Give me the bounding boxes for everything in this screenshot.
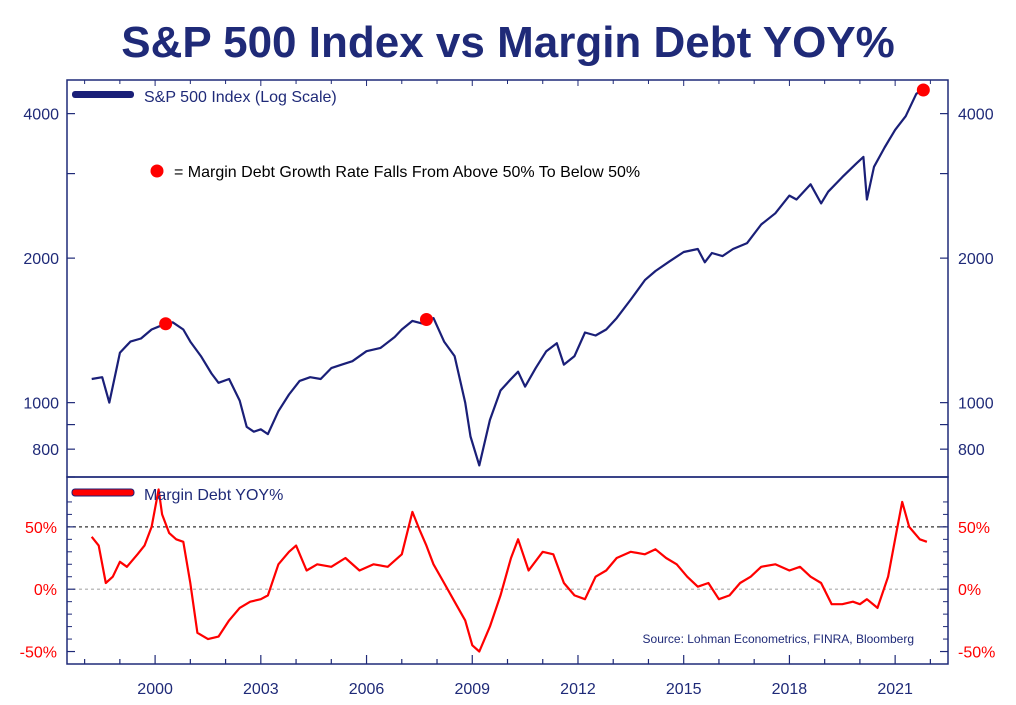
markers xyxy=(159,83,930,331)
margin-y-tick-label-left: -50% xyxy=(20,645,57,662)
margin-y-tick-label-left: 0% xyxy=(34,582,57,599)
margin-y-tick-label-left: 50% xyxy=(25,520,57,537)
margin-y-tick-label-right: 0% xyxy=(958,582,981,599)
margin-legend-swatch xyxy=(71,488,135,497)
sp500-panel-frame xyxy=(66,79,949,478)
sp500-y-tick-label-left: 1000 xyxy=(23,396,59,413)
margin-y-tick-label-right: -50% xyxy=(958,645,995,662)
signal-dot xyxy=(419,313,433,327)
legends: S&P 500 Index (Log Scale) Margin Debt YOY… xyxy=(71,89,914,646)
axis-ticks xyxy=(67,80,948,664)
x-tick-label: 2006 xyxy=(349,681,385,698)
x-tick-label: 2003 xyxy=(243,681,279,698)
series-lines xyxy=(90,85,928,653)
sp500-y-tick-label-right: 2000 xyxy=(958,251,994,268)
axis-labels: 800 800 1000 1000 2000 2000 4000 4000 -50% -50% 0%… xyxy=(20,107,996,698)
chart-title: S&P 500 Index vs Margin Debt YOY% xyxy=(121,18,895,67)
signal-dot-legend-marker xyxy=(150,164,164,178)
sp500-y-tick-label-left: 4000 xyxy=(23,107,59,124)
sp500-y-tick-label-right: 800 xyxy=(958,442,985,459)
sp500-series-line xyxy=(91,85,928,467)
x-tick-label: 2021 xyxy=(877,681,913,698)
x-tick-label: 2009 xyxy=(454,681,490,698)
reference-lines xyxy=(67,526,948,590)
sp500-y-tick-label-left: 2000 xyxy=(23,251,59,268)
signal-dot xyxy=(916,83,930,97)
x-tick-label: 2018 xyxy=(772,681,808,698)
x-tick-label: 2012 xyxy=(560,681,596,698)
sp500-y-tick-label-right: 1000 xyxy=(958,396,994,413)
x-tick-label: 2015 xyxy=(666,681,702,698)
margin-y-tick-label-right: 50% xyxy=(958,520,990,537)
signal-dot xyxy=(159,317,173,331)
source-note: Source: Lohman Econometrics, FINRA, Bloo… xyxy=(643,632,914,646)
margin-debt-series-line xyxy=(90,488,928,653)
sp500-y-tick-label-left: 800 xyxy=(32,442,59,459)
margin-legend-label: Margin Debt YOY% xyxy=(144,487,283,504)
sp500-legend-swatch xyxy=(72,91,134,98)
sp500-legend-label: S&P 500 Index (Log Scale) xyxy=(144,89,337,106)
signal-dot-legend-label: = Margin Debt Growth Rate Falls From Abo… xyxy=(174,164,640,181)
x-tick-label: 2000 xyxy=(137,681,173,698)
sp500-y-tick-label-right: 4000 xyxy=(958,107,994,124)
